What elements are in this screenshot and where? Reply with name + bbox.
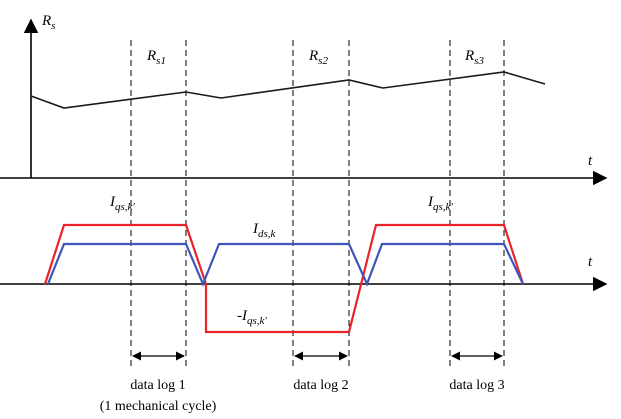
iqs-right-label: Iqs,k' — [427, 194, 453, 213]
rs2-label: Rs2 — [308, 48, 328, 67]
data-log-1-note: (1 mechanical cycle) — [100, 399, 217, 414]
rs-axis-label: Rs — [41, 13, 55, 32]
lower-t-label: t — [588, 254, 593, 270]
rs-trace — [30, 71, 546, 109]
neg-iqs-label: -Iqs,k' — [237, 308, 267, 327]
upper-t-label: t — [588, 153, 593, 169]
data-log-3-label: data log 3 — [449, 378, 504, 393]
data-log-2-label: data log 2 — [293, 378, 348, 393]
ids-current-trace — [46, 242, 524, 287]
iqs-left-label: Iqs,k' — [109, 194, 135, 213]
ids-label: Ids,k — [252, 221, 277, 240]
data-log-1-label: data log 1 — [130, 378, 185, 393]
rs3-label: Rs3 — [464, 48, 484, 67]
rs1-label: Rs1 — [146, 48, 166, 67]
iqs-current-trace — [43, 223, 525, 334]
